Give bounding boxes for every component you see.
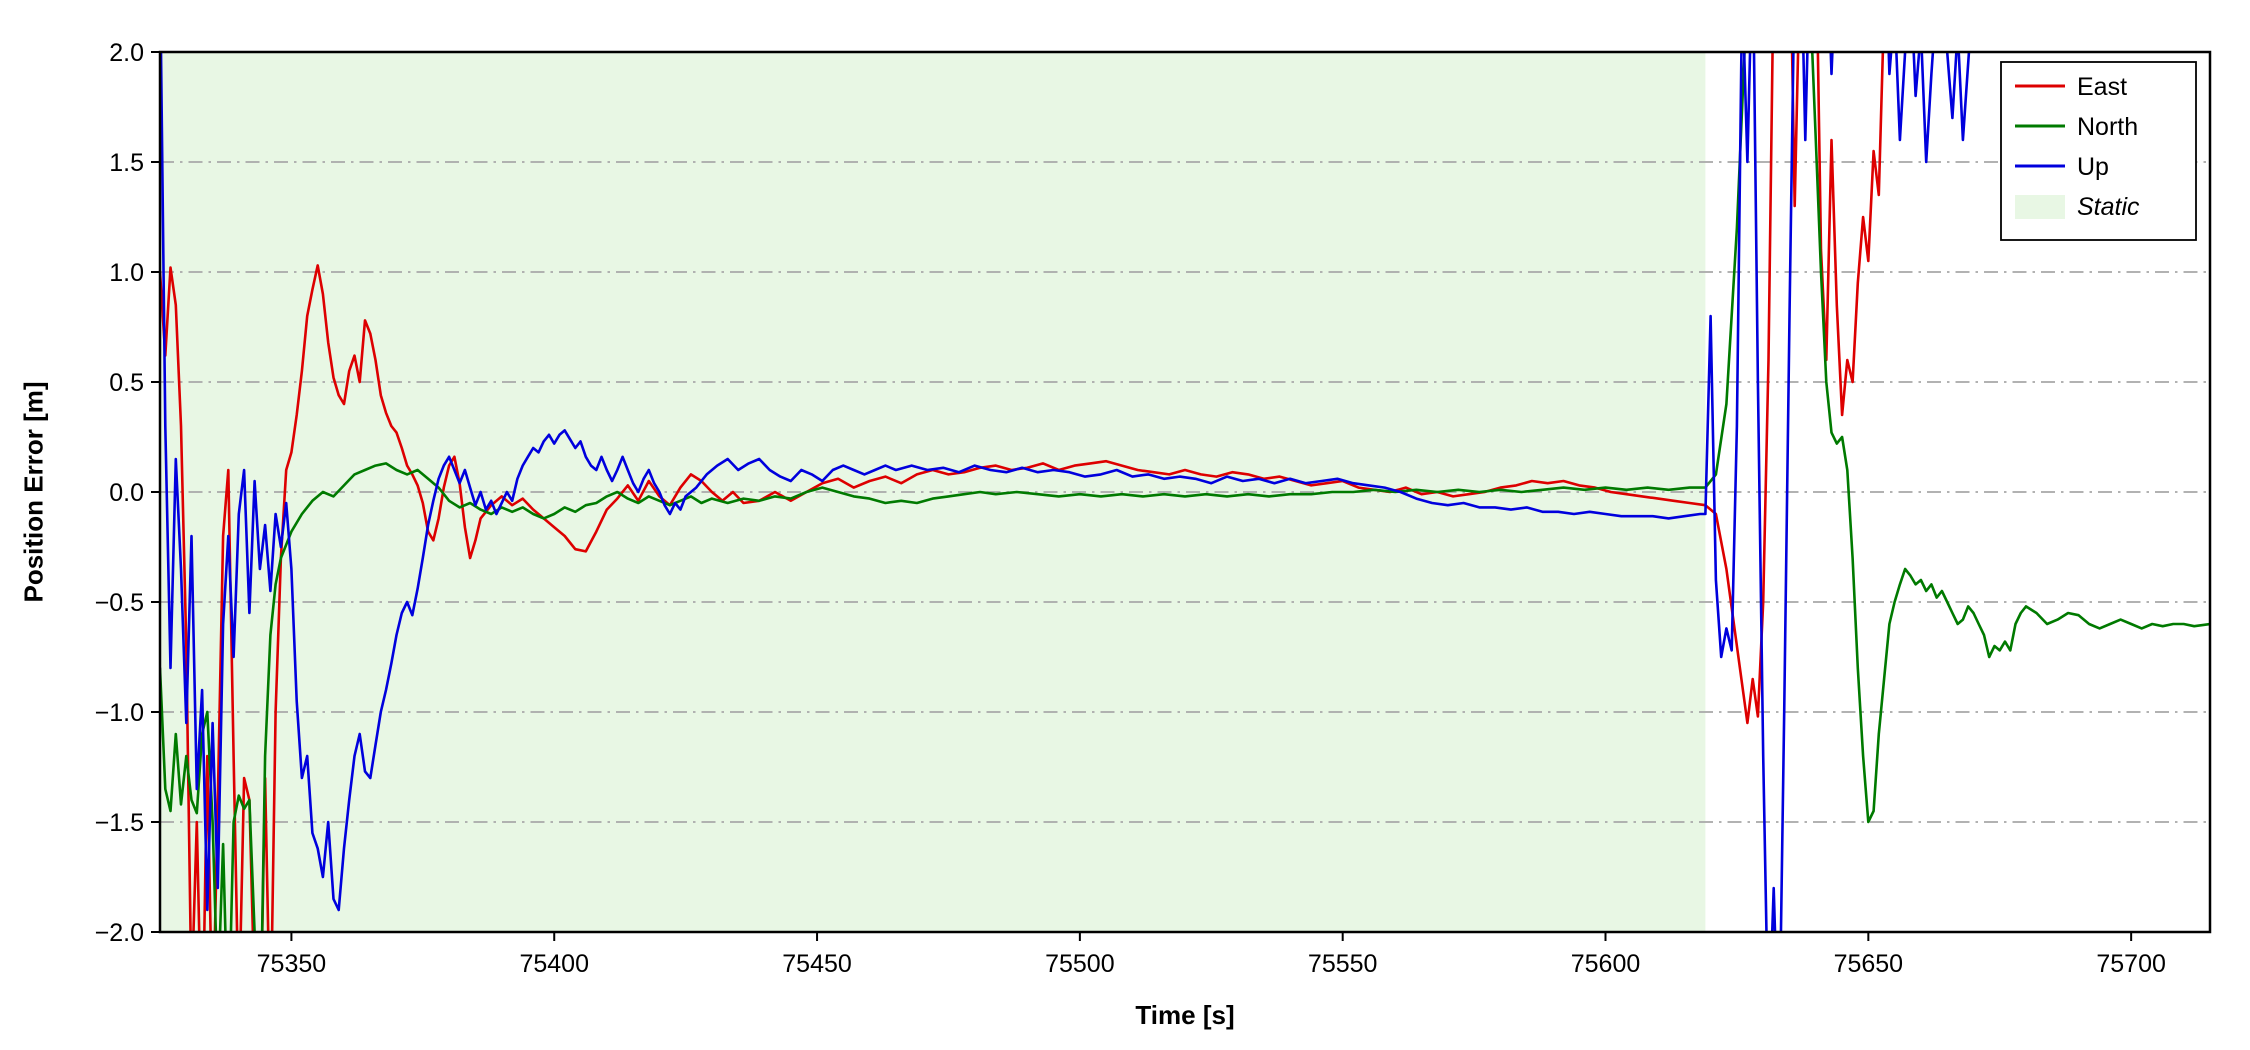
y-tick-label: 1.5 bbox=[109, 149, 144, 177]
y-tick-label: −2.0 bbox=[95, 919, 144, 947]
y-tick-label: −0.5 bbox=[95, 589, 144, 617]
legend-label-east: East bbox=[2077, 73, 2127, 101]
legend: East North Up Static bbox=[2000, 61, 2197, 241]
x-tick-label: 75550 bbox=[1308, 950, 1378, 978]
x-tick-label: 75650 bbox=[1834, 950, 1904, 978]
legend-patch-sample-static bbox=[2015, 195, 2065, 219]
y-tick-label: −1.5 bbox=[95, 809, 144, 837]
x-tick-label: 75500 bbox=[1045, 950, 1115, 978]
legend-label-north: North bbox=[2077, 113, 2138, 141]
x-axis-label: Time [s] bbox=[1135, 1000, 1235, 1030]
series-line-north bbox=[160, 52, 2210, 932]
x-tick-label: 75700 bbox=[2096, 950, 2166, 978]
y-tick-label: 2.0 bbox=[109, 39, 144, 67]
legend-label-static: Static bbox=[2077, 193, 2140, 221]
y-tick-label: 0.0 bbox=[109, 479, 144, 507]
legend-label-up: Up bbox=[2077, 153, 2109, 181]
y-tick-label: 1.0 bbox=[109, 259, 144, 287]
y-axis-label: Position Error [m] bbox=[18, 381, 49, 603]
x-tick-label: 75450 bbox=[782, 950, 852, 978]
x-tick-label: 75350 bbox=[257, 950, 327, 978]
series-line-east bbox=[160, 52, 1885, 932]
y-tick-label: 0.5 bbox=[109, 369, 144, 397]
series-group bbox=[160, 52, 2210, 932]
x-tick-label: 75600 bbox=[1571, 950, 1641, 978]
series-line-up bbox=[160, 52, 1971, 932]
y-tick-label: −1.0 bbox=[95, 699, 144, 727]
x-tick-label: 75400 bbox=[519, 950, 589, 978]
